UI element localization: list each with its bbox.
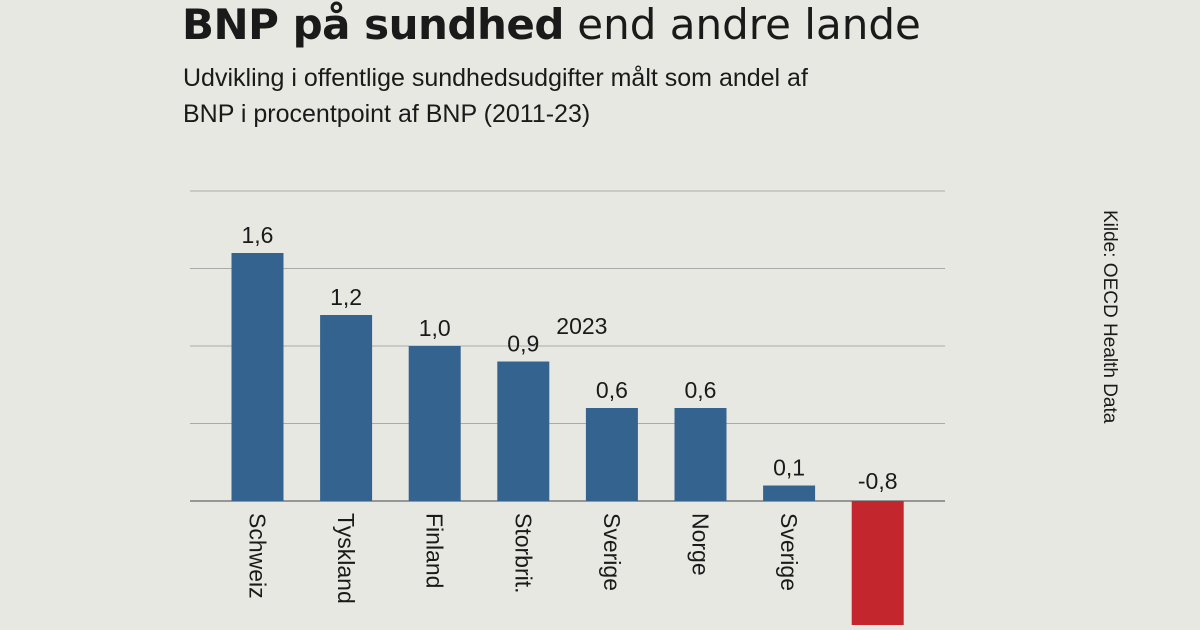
bar [763,485,816,501]
year-annotation: 2023 [556,313,607,339]
bar [674,408,727,501]
title-normal: end andre lande [577,0,921,49]
bars [231,253,904,625]
value-label: 1,6 [242,222,274,248]
value-label: -0,8 [858,468,898,494]
bar [497,361,550,501]
category-label: Storbrit. [510,513,536,594]
bar [408,346,461,501]
gridlines [190,190,945,502]
title-bold: BNP på sundhed [182,0,564,49]
chart-title: BNP på sundhed end andre lande [182,0,921,50]
bar [585,408,638,501]
category-label: Sverige [599,513,625,591]
value-label: 0,6 [596,377,628,403]
value-label: 0,9 [507,331,539,357]
category-label: Schweiz [245,513,271,599]
value-label: 0,1 [773,455,805,481]
category-label: Tyskland [333,513,359,604]
value-label: 0,6 [685,377,717,403]
category-label: Finland [422,513,448,588]
value-label: 1,0 [419,315,451,341]
chart-subtitle: Udvikling i offentlige sundhedsudgifter … [183,64,808,128]
source-note: Kilde: OECD Health Data [1099,210,1120,424]
value-labels: 1,6 1,2 1,0 0,9 0,6 0,6 0,1 -0,8 [242,222,898,494]
bar [231,253,284,501]
value-label: 1,2 [330,284,362,310]
bar [320,315,373,501]
bar [851,501,904,625]
category-label: Sverige [776,513,802,591]
category-labels: Schweiz Tyskland Finland Storbrit. Sverige No… [245,513,803,604]
category-label: Norge [688,513,714,576]
